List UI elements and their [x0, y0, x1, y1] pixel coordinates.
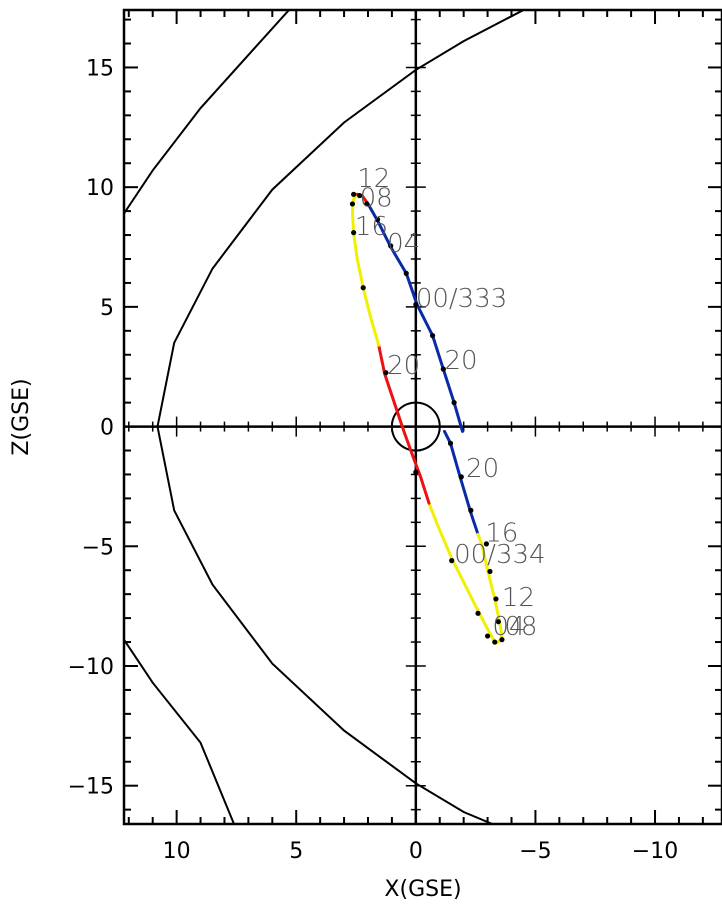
y-tick-label: −15 — [68, 775, 114, 800]
orbit-marker — [493, 596, 499, 602]
orbit-marker — [351, 230, 357, 236]
boundary-curves — [124, 10, 524, 824]
y-tick-label: 10 — [86, 176, 114, 201]
y-tick-label: −5 — [82, 535, 114, 560]
orbit-marker — [495, 619, 501, 625]
time-label: 04 — [387, 229, 420, 259]
boundary-curve-1 — [124, 639, 235, 824]
time-label: 12 — [357, 164, 390, 194]
orbit-marker — [458, 474, 464, 480]
orbit-marker — [440, 366, 446, 372]
orbit-marker — [360, 285, 366, 291]
time-label: 12 — [502, 583, 535, 613]
time-label: 04 — [492, 612, 525, 642]
orbit-track — [350, 192, 504, 645]
orbit-segment-yellow-0 — [427, 501, 497, 644]
orbit-marker — [429, 333, 436, 339]
earth-circle — [390, 401, 441, 452]
boundary-curve-2 — [156, 10, 524, 824]
earth-icon — [390, 401, 441, 452]
orbit-marker — [447, 440, 454, 446]
orbit-marker — [357, 192, 363, 199]
boundary-curve-0 — [124, 10, 290, 215]
x-tick-label: 10 — [163, 839, 191, 864]
time-label: 08 — [360, 183, 393, 213]
orbit-marker — [492, 639, 498, 645]
plot-frame — [122, 8, 722, 826]
orbit-marker — [449, 558, 455, 564]
orbit-marker — [349, 201, 356, 207]
y-tick-label: 5 — [100, 296, 114, 321]
x-tick-label: −10 — [632, 839, 678, 864]
orbit-marker — [351, 191, 357, 197]
orbit-segment-yellow-2 — [350, 192, 381, 347]
orbit-marker — [484, 633, 491, 639]
time-label: 20 — [445, 346, 478, 376]
time-label: 08 — [504, 612, 537, 642]
x-tick-label: 5 — [289, 839, 303, 864]
axis-ticks — [124, 10, 722, 824]
time-label: 16 — [485, 518, 518, 548]
tick-labels: 10 5 0 −5 −10 15 10 5 0 −5 −10 −15 — [68, 56, 679, 864]
orbit-marker — [451, 400, 457, 406]
y-axis-title: Z(GSE) — [9, 378, 34, 455]
x-tick-label: −5 — [519, 839, 551, 864]
orbit-marker — [403, 270, 409, 276]
x-axis-title: X(GSE) — [384, 877, 461, 902]
orbit-marker — [483, 541, 489, 547]
time-label: 20 — [466, 454, 499, 484]
plot-area — [124, 10, 722, 824]
orbit-marker — [374, 216, 381, 223]
x-tick-label: 0 — [409, 839, 423, 864]
orbit-marker — [468, 507, 474, 513]
time-label: 16 — [355, 212, 388, 242]
orbit-marker — [413, 469, 419, 475]
orbit-marker — [383, 370, 389, 376]
time-label: 20 — [387, 351, 420, 381]
orbit-marker — [499, 637, 505, 643]
orbit-marker — [475, 610, 481, 616]
time-label: 00/333 — [416, 284, 507, 314]
y-tick-label: 0 — [100, 416, 114, 441]
y-tick-label: 15 — [86, 56, 114, 81]
orbit-marker — [413, 301, 419, 308]
orbit-markers — [349, 191, 505, 645]
orbit-marker — [487, 568, 493, 575]
orbit-marker — [364, 201, 370, 207]
orbit-marker — [388, 243, 394, 249]
y-tick-label: −10 — [68, 655, 114, 680]
time-label: 00/334 — [454, 540, 545, 570]
zero-axes — [124, 10, 722, 824]
